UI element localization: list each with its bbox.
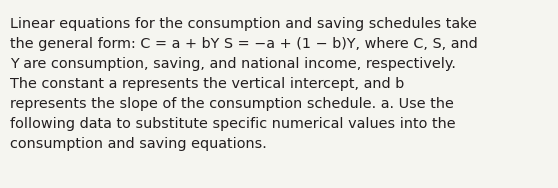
- Text: Linear equations for the consumption and saving schedules take
the general form:: Linear equations for the consumption and…: [10, 17, 478, 151]
